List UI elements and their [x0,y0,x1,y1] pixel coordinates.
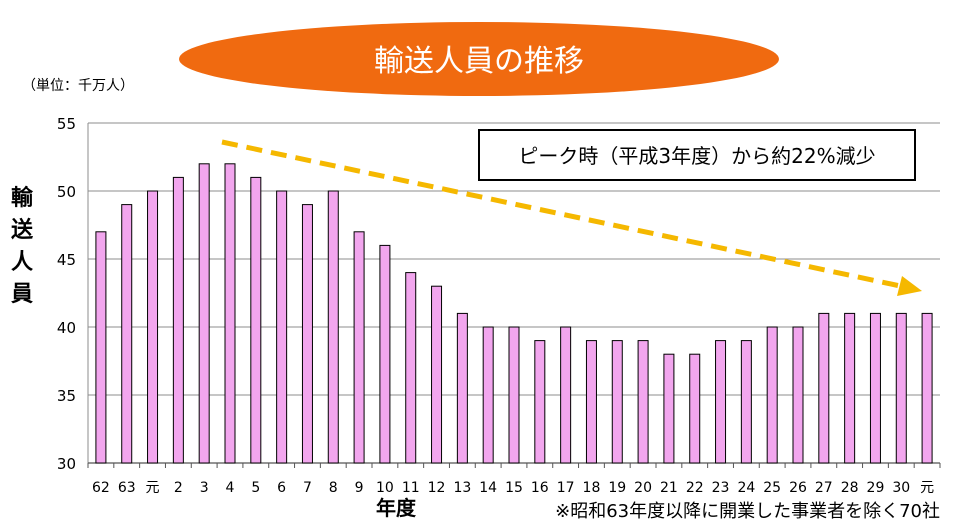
bar [456,312,468,464]
unit-label: （単位：千万人） [22,78,134,94]
bar [172,176,184,464]
y-tick-label: 50 [57,183,76,201]
bar [353,231,365,464]
bar [327,190,339,464]
x-tick-label: 9 [355,480,364,496]
y-tick-label: 55 [57,115,76,133]
x-tick-label: 14 [479,480,497,496]
bar [121,204,133,464]
x-tick-label: 10 [376,480,394,496]
x-tick-label: 13 [453,480,471,496]
bar [792,326,804,464]
bar [611,340,623,464]
x-tick-label: 20 [634,480,652,496]
bar [844,312,856,464]
bar [534,340,546,464]
bar [508,326,520,464]
y-tick-label: 35 [57,387,76,405]
bar [276,190,288,464]
x-tick-label: 元 [920,480,934,496]
bar [198,163,210,464]
x-tick-label: 3 [200,480,209,496]
x-tick-label: 11 [402,480,420,496]
bar [895,312,907,464]
x-tick-label: 元 [146,480,160,496]
annotation-box [478,129,916,181]
bar [379,244,391,464]
y-tick-label: 30 [57,455,76,473]
x-tick-label: 29 [867,480,885,496]
x-tick-label: 21 [660,480,678,496]
x-tick-label: 28 [841,480,859,496]
bar [431,285,443,464]
trend-arrow-line [221,139,906,290]
y-tick-label: 45 [57,251,76,269]
x-tick-label: 8 [329,480,338,496]
x-tick-label: 19 [608,480,626,496]
x-tick-label: 6 [277,480,286,496]
x-tick-label: 16 [531,480,549,496]
bar [766,326,778,464]
bar [95,231,107,464]
x-tick-label: 17 [557,480,575,496]
footnote: ※昭和63年度以降に開業した事業者を除く70社 [555,501,940,522]
bar [224,163,236,464]
bar [921,312,933,464]
title-ellipse [179,22,779,96]
bar [560,326,572,464]
bar [147,190,159,464]
bar [405,272,417,464]
bar [715,340,727,464]
y-tick-label: 40 [57,319,76,337]
bar [869,312,881,464]
x-tick-label: 30 [892,480,910,496]
x-tick-label: 5 [251,480,260,496]
bar [637,340,649,464]
x-tick-label: 26 [789,480,807,496]
chart-title: 輸送人員の推移 [374,44,584,79]
x-axis-label: 年度 [376,496,417,520]
x-tick-label: 4 [226,480,235,496]
bar [301,204,313,464]
annotation-text: ピーク時（平成3年度）から約22%減少 [518,144,875,168]
x-tick-label: 2 [174,480,183,496]
x-tick-label: 24 [737,480,755,496]
y-axis-label: 輸送人員 [10,185,34,307]
x-tick-label: 27 [815,480,833,496]
x-tick-label: 22 [686,480,704,496]
x-tick-label: 12 [428,480,446,496]
x-tick-label: 25 [763,480,781,496]
bar [482,326,494,464]
x-tick-label: 15 [505,480,523,496]
bar [585,340,597,464]
x-tick-label: 62 [92,480,110,496]
x-tick-label: 7 [303,480,312,496]
trend-arrow-head [897,276,922,296]
bar [250,176,262,464]
bar [689,353,701,464]
x-tick-label: 63 [118,480,136,496]
bar [663,353,675,464]
bar [818,312,830,464]
bar [740,340,752,464]
x-tick-label: 23 [712,480,730,496]
x-tick-label: 18 [583,480,601,496]
